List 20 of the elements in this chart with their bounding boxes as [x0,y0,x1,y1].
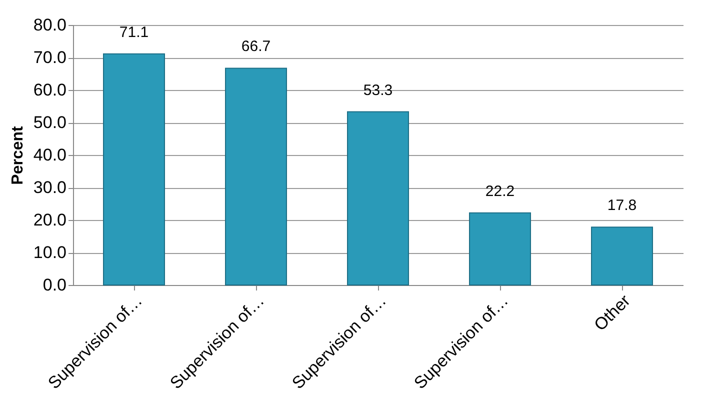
y-tick-label: 0.0 [42,276,66,294]
data-label: 71.1 [119,24,149,41]
bar [469,212,531,286]
y-tick-label: 60.0 [33,80,66,100]
y-tick-label: 30.0 [33,178,66,197]
y-axis-title: Percent [9,125,26,185]
y-tick-label: 40.0 [33,146,66,164]
bar [591,226,653,286]
data-label: 66.7 [241,38,271,56]
data-label: 53.3 [363,82,393,99]
y-tick-label: 70.0 [33,48,66,67]
y-tick-label: 80.0 [33,16,66,34]
bar [347,111,409,286]
bar [225,68,287,286]
data-label: 22.2 [485,182,515,200]
y-tick-label: 50.0 [33,113,66,132]
y-tick-label: 20.0 [33,210,66,230]
y-tick-label: 10.0 [33,243,66,262]
data-label: 17.8 [607,197,637,214]
bar [103,53,165,286]
